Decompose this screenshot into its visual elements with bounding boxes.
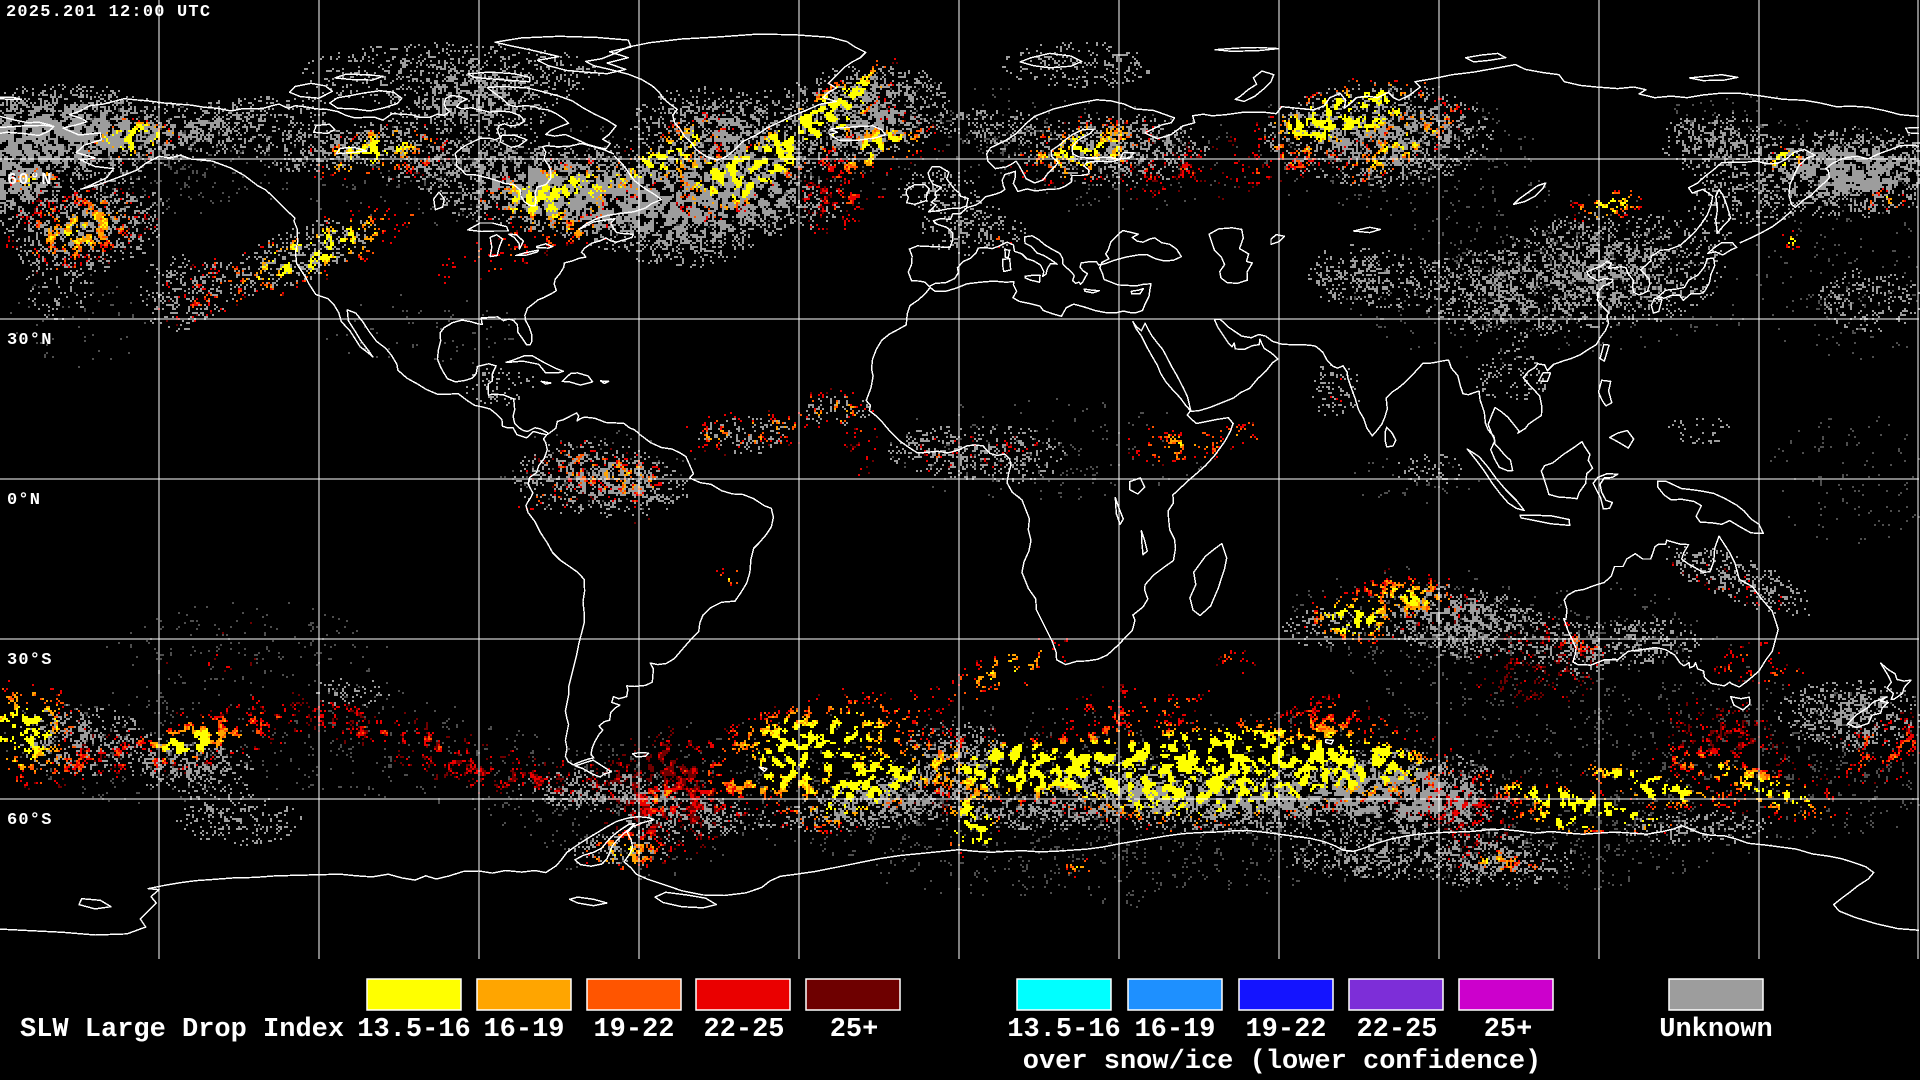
svg-text:over snow/ice (lower confidenc: over snow/ice (lower confidence) (1023, 1047, 1541, 1077)
svg-text:22-25: 22-25 (703, 1015, 784, 1045)
svg-text:2025.201 12:00 UTC: 2025.201 12:00 UTC (6, 3, 211, 22)
svg-text:25+: 25+ (1484, 1015, 1533, 1045)
svg-text:13.5-16: 13.5-16 (1007, 1015, 1120, 1045)
svg-text:30°S: 30°S (7, 651, 53, 670)
svg-text:0°N: 0°N (7, 491, 41, 510)
svg-text:SLW Large Drop Index: SLW Large Drop Index (20, 1015, 344, 1045)
svg-text:60°N: 60°N (7, 171, 53, 190)
svg-text:19-22: 19-22 (593, 1015, 674, 1045)
svg-text:16-19: 16-19 (1134, 1015, 1215, 1045)
svg-text:22-25: 22-25 (1356, 1015, 1437, 1045)
svg-text:19-22: 19-22 (1245, 1015, 1326, 1045)
svg-text:13.5-16: 13.5-16 (357, 1015, 470, 1045)
svg-text:30°N: 30°N (7, 331, 53, 350)
svg-text:16-19: 16-19 (483, 1015, 564, 1045)
svg-text:60°S: 60°S (7, 811, 53, 830)
svg-text:25+: 25+ (830, 1015, 879, 1045)
svg-text:Unknown: Unknown (1659, 1015, 1772, 1045)
